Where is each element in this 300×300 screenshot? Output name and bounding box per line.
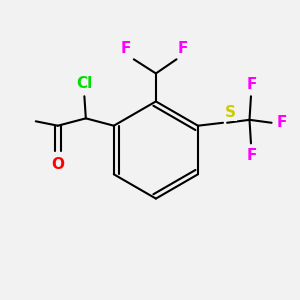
Text: F: F <box>246 148 257 163</box>
Text: Cl: Cl <box>76 76 92 91</box>
Text: F: F <box>178 41 188 56</box>
Text: S: S <box>225 105 236 120</box>
Text: F: F <box>121 41 131 56</box>
Text: F: F <box>246 77 257 92</box>
Text: F: F <box>277 115 287 130</box>
Text: O: O <box>51 157 64 172</box>
